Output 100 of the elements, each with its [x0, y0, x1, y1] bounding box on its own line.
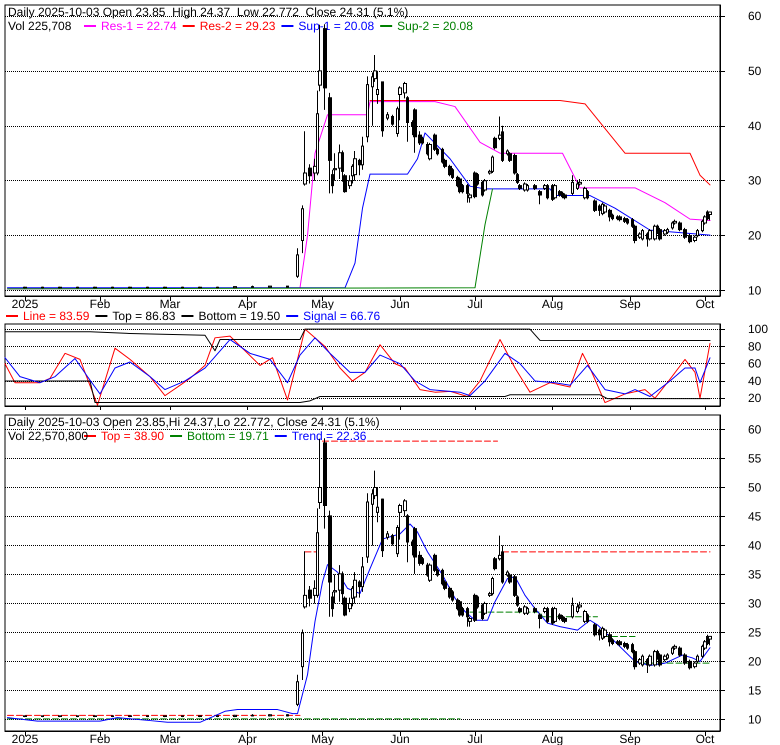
y-tick-label: 50 [748, 480, 762, 494]
candlestick [701, 644, 704, 658]
candlestick [526, 183, 529, 192]
candlestick [466, 183, 469, 204]
candlestick [93, 714, 97, 718]
x-tick-label: 2025 [12, 297, 39, 311]
y-tick-label: 50 [748, 64, 762, 78]
candlestick [533, 606, 537, 614]
y-tick-label: 15 [748, 683, 762, 698]
candlestick [671, 646, 674, 656]
candlestick [593, 198, 597, 212]
y-tick-label: 30 [748, 596, 762, 610]
candlestick [58, 714, 62, 718]
candlestick [546, 606, 549, 624]
candlestick [491, 154, 494, 174]
y-tick-label: 10 [748, 284, 762, 298]
candlestick [563, 616, 567, 624]
y-tick-label: 35 [748, 567, 762, 582]
legend-label: Res-2 = 29.23 [200, 19, 276, 33]
legend-label: Bottom = 19.50 [198, 309, 280, 323]
y-tick-label: 45 [748, 509, 762, 524]
legend-label: Trend = 22.36 [292, 429, 367, 443]
candlestick [441, 147, 444, 164]
x-tick-label: Oct [696, 732, 715, 745]
candlestick [491, 576, 494, 596]
x-tick-label: 2025 [12, 732, 39, 745]
candlestick [708, 211, 712, 221]
candlestick [386, 530, 389, 540]
candlestick [198, 714, 202, 718]
legend-label: Top = 86.83 [112, 309, 176, 323]
candlestick [626, 218, 629, 226]
x-tick-label: Jul [467, 297, 483, 311]
candlestick [233, 714, 237, 718]
candlestick [538, 190, 542, 205]
y-tick-label: 60 [748, 422, 762, 436]
x-tick-label: Mar [160, 297, 180, 311]
y-tick-label: 60 [748, 356, 762, 371]
line-series [4, 337, 710, 398]
legend-label: Sup-1 = 20.08 [298, 19, 374, 33]
line-series [4, 328, 710, 406]
legend-label: Signal = 66.76 [303, 309, 381, 323]
candlestick [626, 642, 629, 650]
line-series [7, 132, 710, 288]
y-tick-label: 40 [748, 538, 762, 552]
candlestick [563, 192, 567, 200]
text: Vol 225,708 [8, 19, 72, 33]
candlestick [268, 714, 272, 718]
y-tick-label: 30 [748, 174, 762, 188]
candlestick [128, 714, 132, 718]
candlestick [296, 248, 299, 278]
candlestick [546, 183, 549, 200]
candlestick [286, 285, 289, 288]
candlestick [671, 220, 674, 230]
line-series [7, 188, 493, 290]
y-tick-label: 55 [748, 451, 762, 466]
chart-title: Daily 2025-10-03 Open 23.85,Hi 24.37,Lo 22.772, Close 24.31 (5.1%) [8, 415, 380, 429]
line-series [7, 524, 710, 723]
x-tick-label: Jul [467, 732, 483, 745]
candlestick [561, 614, 564, 622]
legend-label: Res-1 = 22.74 [101, 19, 178, 33]
y-tick-label: 80 [748, 339, 762, 354]
x-tick-label: Jun [390, 297, 410, 311]
candlestick [533, 183, 537, 191]
candlestick [23, 714, 27, 718]
candlestick [561, 191, 564, 199]
candlestick [451, 168, 454, 180]
y-tick-label: 40 [748, 118, 762, 133]
y-tick-label: 60 [748, 8, 762, 23]
candlestick [386, 112, 389, 121]
legend-label: Top = 38.90 [101, 429, 164, 443]
candlestick [286, 714, 289, 718]
line-series [370, 100, 710, 186]
candlestick [251, 714, 254, 718]
x-tick-label: Feb [90, 732, 111, 745]
candlestick [466, 606, 469, 628]
candlestick [163, 714, 167, 718]
x-tick-label: Oct [696, 297, 715, 311]
candlestick [538, 612, 542, 629]
legend-label: Bottom = 19.71 [187, 429, 270, 443]
candlestick [701, 219, 704, 233]
candlestick [251, 285, 254, 288]
y-tick-label: 20 [748, 228, 762, 243]
candlestick [526, 606, 529, 616]
candlestick [708, 636, 712, 646]
y-tick-label: 20 [748, 654, 762, 668]
candlestick [586, 190, 589, 200]
x-tick-label: Jun [390, 732, 410, 745]
candlestick [706, 634, 709, 646]
legend-label: Line = 83.59 [23, 309, 90, 323]
x-tick-label: Mar [160, 732, 180, 745]
text: Vol 22,570,800 [8, 429, 88, 443]
legend-label: Sup-2 = 20.08 [397, 19, 474, 33]
y-tick-label: 100 [748, 322, 768, 336]
x-tick-label: Feb [90, 297, 111, 311]
y-tick-label: 25 [748, 625, 762, 640]
chart-title: Daily 2025-10-03 Open 23.85 High 24.37 Low 22.772 Close 24.31 (5.1%) [8, 5, 408, 19]
candlestick [268, 285, 272, 288]
y-tick-label: 20 [748, 391, 762, 406]
candlestick [451, 590, 454, 602]
candlestick [586, 612, 589, 624]
